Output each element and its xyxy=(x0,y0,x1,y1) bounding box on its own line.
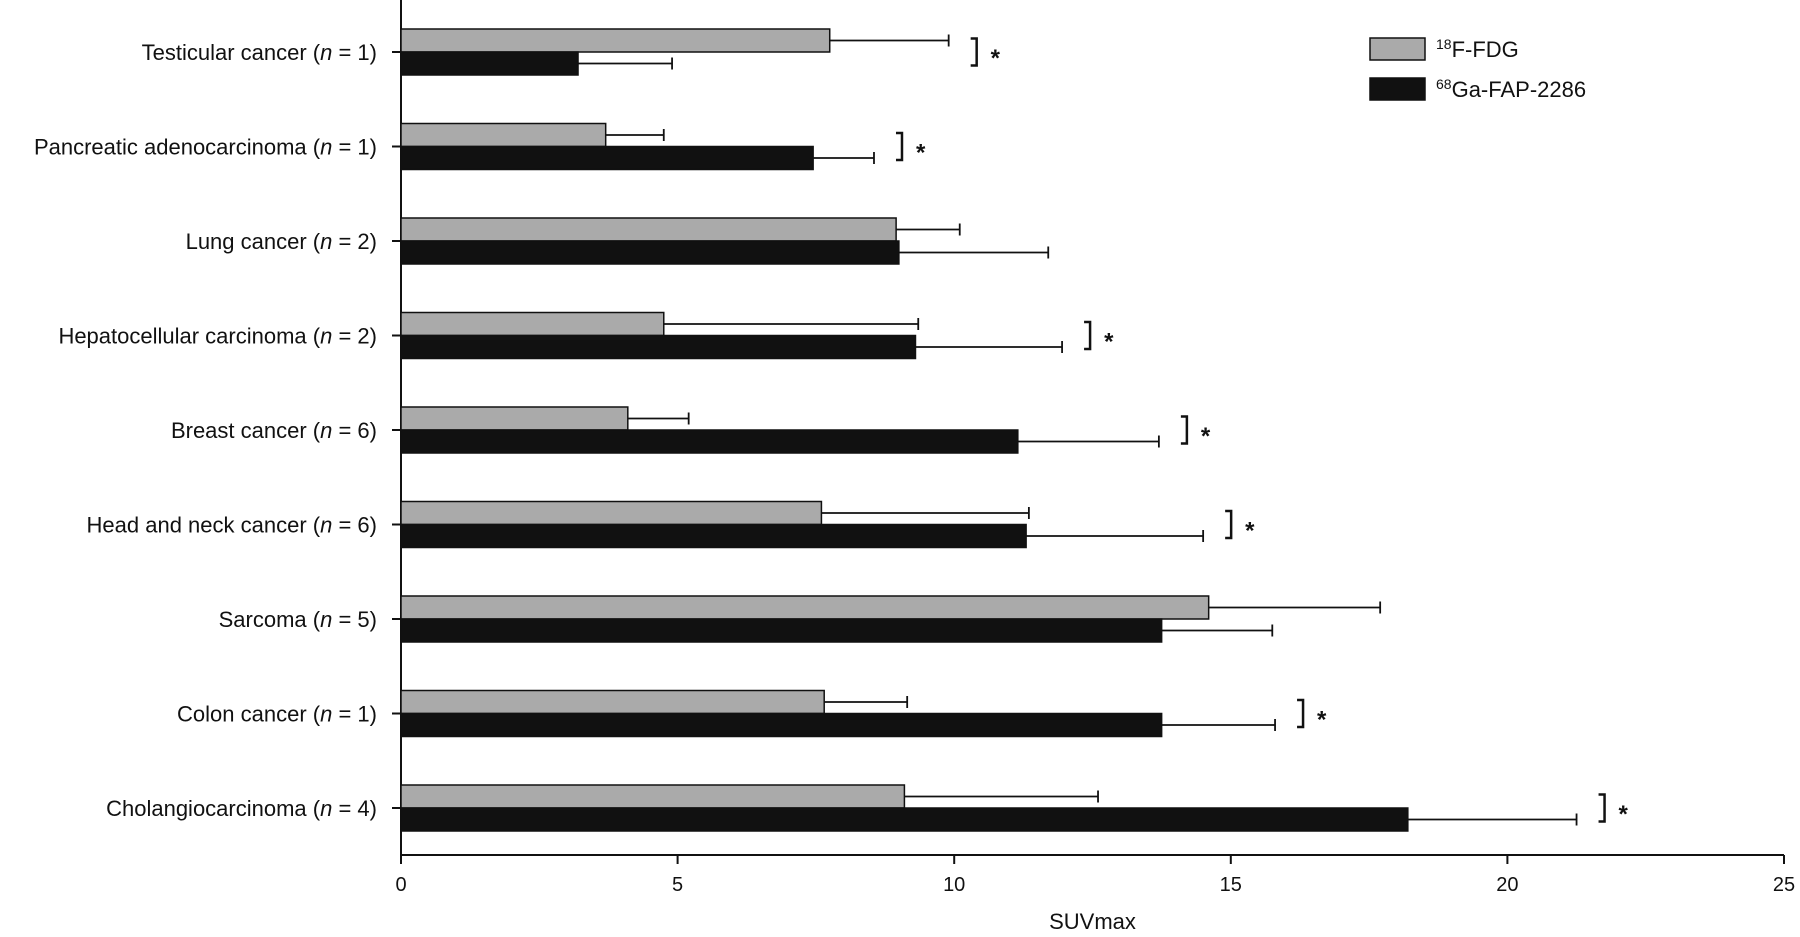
significance-bracket xyxy=(1599,795,1605,822)
bar-fdg xyxy=(401,124,606,147)
significance-marker: * xyxy=(1201,423,1211,450)
significance-marker: * xyxy=(1104,329,1114,356)
significance-marker: * xyxy=(1317,707,1327,734)
bar-fap xyxy=(401,147,813,170)
significance-marker: * xyxy=(916,140,926,167)
bar-fap xyxy=(401,430,1018,453)
category-label: Colon cancer (n = 1) xyxy=(177,702,377,727)
bar-fap xyxy=(401,52,578,75)
legend-swatch xyxy=(1370,38,1425,60)
significance-bracket xyxy=(1084,322,1090,349)
bar-fdg xyxy=(401,313,664,336)
legend-label: 68Ga-FAP-2286 xyxy=(1436,76,1586,102)
category-label: Cholangiocarcinoma (n = 4) xyxy=(106,796,377,821)
significance-bracket xyxy=(1181,417,1187,444)
bar-fdg xyxy=(401,785,904,808)
category-label: Lung cancer (n = 2) xyxy=(186,229,377,254)
legend-swatch xyxy=(1370,78,1425,100)
x-tick-label: 15 xyxy=(1220,874,1242,896)
bar-fdg xyxy=(401,218,896,241)
category-label: Sarcoma (n = 5) xyxy=(219,607,377,632)
category-label: Testicular cancer (n = 1) xyxy=(142,40,377,65)
x-axis-title: SUVmax xyxy=(1049,909,1136,934)
bar-fdg xyxy=(401,596,1209,619)
bar-fap xyxy=(401,808,1408,831)
x-tick-label: 5 xyxy=(672,874,683,896)
bar-fap xyxy=(401,619,1162,642)
bar-fap xyxy=(401,336,915,359)
category-label: Hepatocellular carcinoma (n = 2) xyxy=(58,324,377,349)
x-tick-label: 0 xyxy=(395,874,406,896)
category-label: Pancreatic adenocarcinoma (n = 1) xyxy=(34,135,377,160)
significance-bracket xyxy=(971,39,977,66)
significance-bracket xyxy=(1297,700,1303,727)
bar-fap xyxy=(401,525,1026,548)
x-tick-label: 20 xyxy=(1496,874,1518,896)
legend-label: 18F-FDG xyxy=(1436,36,1519,62)
significance-marker: * xyxy=(991,45,1001,72)
x-tick-label: 25 xyxy=(1773,874,1795,896)
significance-marker: * xyxy=(1619,801,1629,828)
category-label: Breast cancer (n = 6) xyxy=(171,418,377,443)
bar-fdg xyxy=(401,502,821,525)
bar-fdg xyxy=(401,691,824,714)
bar-fdg xyxy=(401,407,628,430)
x-tick-label: 10 xyxy=(943,874,965,896)
significance-marker: * xyxy=(1245,518,1255,545)
significance-bracket xyxy=(896,133,902,160)
bar-fap xyxy=(401,714,1162,737)
significance-bracket xyxy=(1225,511,1231,538)
category-label: Head and neck cancer (n = 6) xyxy=(87,513,377,538)
bar-fdg xyxy=(401,29,830,52)
bar-fap xyxy=(401,241,899,264)
